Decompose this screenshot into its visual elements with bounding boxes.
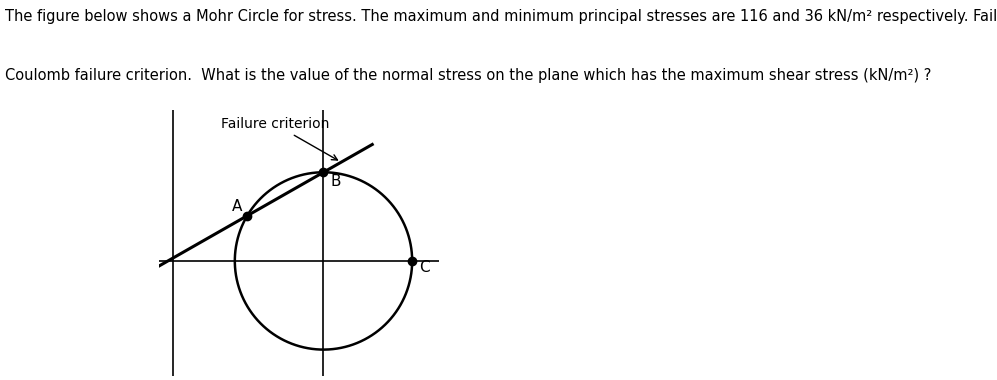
Text: Failure criterion: Failure criterion: [220, 117, 337, 160]
Text: Coulomb failure criterion.  What is the value of the normal stress on the plane : Coulomb failure criterion. What is the v…: [5, 68, 931, 83]
Text: A: A: [231, 200, 242, 214]
Text: B: B: [330, 174, 341, 188]
Text: C: C: [419, 260, 430, 275]
Text: The figure below shows a Mohr Circle for stress. The maximum and minimum princip: The figure below shows a Mohr Circle for…: [5, 10, 997, 24]
